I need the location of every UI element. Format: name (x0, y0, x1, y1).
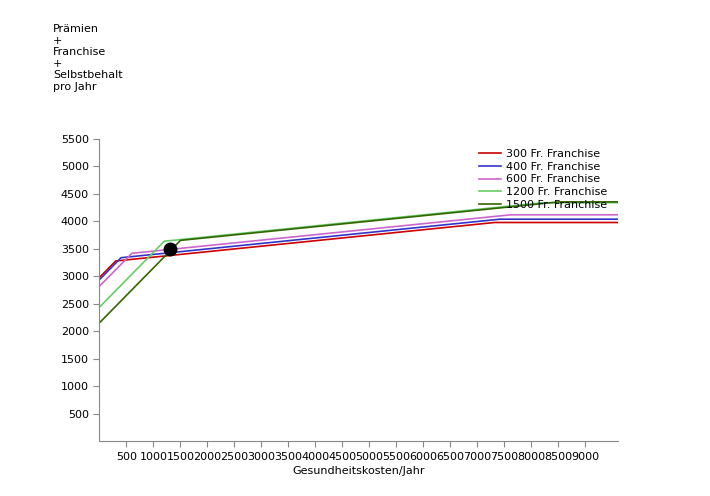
1200 Fr. Franchise (95, 304, 104, 310)
1200 Fr. Franchise (406, 213, 415, 219)
400 Fr. Franchise (495, 216, 503, 222)
1500 Fr. Franchise (190, 236, 198, 242)
300 Fr. Franchise (489, 220, 498, 226)
1500 Fr. Franchise (432, 211, 441, 217)
1500 Fr. Franchise (95, 320, 104, 326)
Line: 1500 Fr. Franchise: 1500 Fr. Franchise (99, 202, 618, 323)
1200 Fr. Franchise (432, 210, 441, 216)
1200 Fr. Franchise (482, 205, 491, 211)
1500 Fr. Franchise (482, 206, 491, 212)
400 Fr. Franchise (432, 223, 441, 229)
300 Fr. Franchise (406, 228, 415, 234)
600 Fr. Franchise (521, 212, 530, 218)
600 Fr. Franchise (482, 214, 491, 220)
400 Fr. Franchise (406, 225, 415, 231)
1500 Fr. Franchise (521, 202, 530, 208)
300 Fr. Franchise (521, 220, 530, 226)
600 Fr. Franchise (506, 212, 514, 218)
1200 Fr. Franchise (538, 200, 547, 206)
400 Fr. Franchise (190, 248, 198, 253)
600 Fr. Franchise (95, 283, 104, 289)
1500 Fr. Franchise (293, 226, 302, 232)
600 Fr. Franchise (613, 212, 622, 218)
300 Fr. Franchise (482, 220, 491, 226)
400 Fr. Franchise (95, 277, 104, 283)
Line: 400 Fr. Franchise: 400 Fr. Franchise (99, 219, 618, 280)
Legend: 300 Fr. Franchise, 400 Fr. Franchise, 600 Fr. Franchise, 1200 Fr. Franchise, 150: 300 Fr. Franchise, 400 Fr. Franchise, 60… (474, 144, 612, 214)
X-axis label: Gesundheitskosten/Jahr: Gesundheitskosten/Jahr (293, 466, 425, 476)
1200 Fr. Franchise (613, 200, 622, 206)
Line: 300 Fr. Franchise: 300 Fr. Franchise (99, 223, 618, 277)
600 Fr. Franchise (190, 244, 198, 250)
300 Fr. Franchise (190, 250, 198, 256)
400 Fr. Franchise (613, 216, 622, 222)
1200 Fr. Franchise (293, 225, 302, 231)
400 Fr. Franchise (521, 216, 530, 222)
600 Fr. Franchise (293, 234, 302, 240)
Line: 1200 Fr. Franchise: 1200 Fr. Franchise (99, 203, 618, 307)
400 Fr. Franchise (293, 237, 302, 243)
400 Fr. Franchise (482, 218, 491, 224)
1500 Fr. Franchise (406, 214, 415, 220)
1500 Fr. Franchise (554, 199, 562, 205)
300 Fr. Franchise (613, 220, 622, 226)
Line: 600 Fr. Franchise: 600 Fr. Franchise (99, 215, 618, 286)
300 Fr. Franchise (432, 225, 441, 231)
1500 Fr. Franchise (613, 199, 622, 205)
1200 Fr. Franchise (521, 201, 530, 207)
1200 Fr. Franchise (190, 235, 198, 241)
300 Fr. Franchise (293, 240, 302, 246)
300 Fr. Franchise (95, 274, 104, 280)
600 Fr. Franchise (432, 219, 441, 225)
600 Fr. Franchise (406, 222, 415, 228)
Text: Prämien
+
Franchise
+
Selbstbehalt
pro Jahr: Prämien + Franchise + Selbstbehalt pro J… (53, 24, 122, 92)
